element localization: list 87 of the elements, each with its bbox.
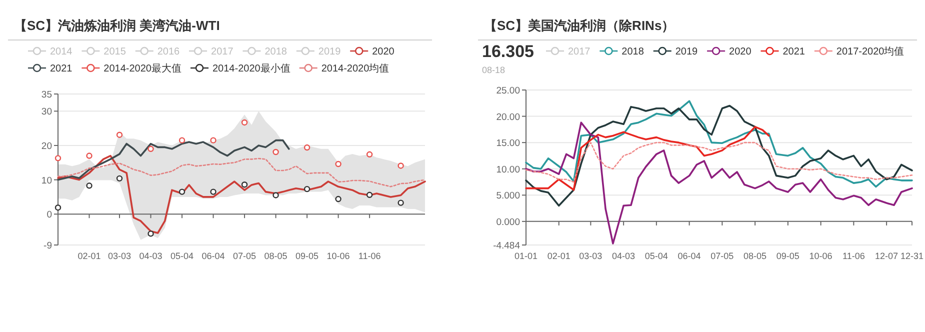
line-series — [525, 122, 913, 244]
x-tick-label: 12-07 — [875, 251, 898, 261]
x-tick-label: 10-06 — [326, 251, 350, 261]
point — [366, 151, 373, 158]
point — [116, 175, 123, 182]
point — [210, 188, 216, 195]
legend-label: 2017 — [568, 46, 591, 58]
point — [335, 160, 342, 168]
point — [272, 192, 279, 198]
legend-label: 2014-2020均值 — [321, 62, 390, 74]
legend-label: 2019 — [318, 46, 342, 58]
x-tick-label: 09-05 — [296, 251, 319, 261]
x-tick-label: 07-05 — [710, 251, 734, 261]
y-tick-label: -4.484 — [493, 240, 520, 252]
legend-label: 2021 — [782, 46, 806, 58]
legend-label: 2016 — [157, 46, 180, 58]
point — [148, 146, 154, 152]
legend-label: 2014-2020最小值 — [212, 62, 290, 74]
point — [178, 188, 186, 195]
y-tick-label: 20.00 — [496, 112, 520, 123]
x-tick-label: 11-06 — [842, 251, 865, 261]
point — [335, 196, 342, 202]
legend-label: 2018 — [264, 46, 288, 58]
line-series — [57, 158, 426, 188]
point — [241, 182, 248, 188]
y-tick-label: 20 — [41, 140, 52, 152]
x-tick-label: 08-05 — [744, 251, 767, 261]
legend-label: 2020 — [372, 46, 395, 58]
text: 08-18 — [482, 65, 506, 75]
point — [148, 230, 154, 237]
point — [210, 137, 216, 144]
line-series — [525, 104, 913, 207]
y-tick-label: 0 — [46, 210, 52, 221]
point — [304, 144, 310, 151]
line-series — [525, 100, 913, 188]
x-tick-label: 07-05 — [233, 251, 256, 261]
chart-title: 【SC】汽油炼油利润 美湾汽油-WTI — [14, 18, 220, 33]
x-tick-label: 06-04 — [202, 251, 225, 261]
point — [86, 152, 92, 159]
x-tick-label: 10-06 — [809, 251, 832, 261]
y-tick-label: 25.00 — [496, 86, 520, 96]
point — [178, 137, 186, 144]
text: 16.305 — [482, 42, 534, 61]
x-tick-label: 02-01 — [78, 251, 101, 261]
legend-label: 2021 — [50, 64, 73, 74]
x-tick-label: 08-05 — [264, 251, 288, 261]
x-tick-label: 11-06 — [358, 251, 381, 261]
x-tick-label: 12-31 — [900, 251, 924, 261]
x-tick-label: 05-04 — [170, 251, 194, 261]
line-series — [525, 126, 770, 191]
y-tick-label: 0.000 — [496, 216, 520, 228]
x-tick-label: 05-04 — [644, 251, 668, 261]
point — [272, 148, 279, 156]
y-tick-label: 10 — [41, 175, 52, 186]
x-tick-label: 06-04 — [678, 251, 701, 261]
point — [241, 119, 248, 126]
y-tick-label: 5.000 — [496, 190, 520, 202]
y-tick-label: 30 — [41, 106, 52, 118]
x-tick-label: 01-01 — [514, 251, 538, 261]
legend-label: 2019 — [675, 46, 698, 58]
legend-label: 2017 — [211, 46, 234, 58]
point — [116, 132, 123, 138]
y-tick-label: 35 — [41, 90, 52, 100]
y-tick-label: -9 — [44, 240, 52, 252]
point — [398, 200, 404, 206]
line-series — [525, 142, 913, 183]
x-tick-label: 03-03 — [108, 251, 132, 261]
legend-label: 2014 — [50, 46, 73, 58]
legend-label: 2015 — [104, 46, 126, 58]
x-tick-label: 03-03 — [579, 251, 602, 261]
point — [366, 192, 373, 198]
x-tick-label: 04-03 — [139, 251, 162, 261]
point — [54, 155, 62, 162]
point — [304, 186, 310, 192]
point — [398, 162, 404, 169]
x-tick-label: 04-03 — [612, 251, 636, 261]
legend-label: 2020 — [729, 46, 752, 58]
legend-label: 2017-2020均值 — [836, 46, 904, 58]
x-tick-label: 02-01 — [547, 251, 570, 261]
y-tick-label: 15.00 — [496, 138, 520, 150]
x-tick-label: 09-05 — [776, 251, 800, 261]
legend-label: 2014-2020最大值 — [104, 62, 182, 74]
chart-title: 【SC】美国汽油利润（除RINs） — [484, 18, 675, 33]
legend-label: 2018 — [622, 46, 644, 58]
point — [86, 182, 92, 189]
y-tick-label: 10.00 — [496, 164, 520, 176]
point — [54, 204, 62, 211]
